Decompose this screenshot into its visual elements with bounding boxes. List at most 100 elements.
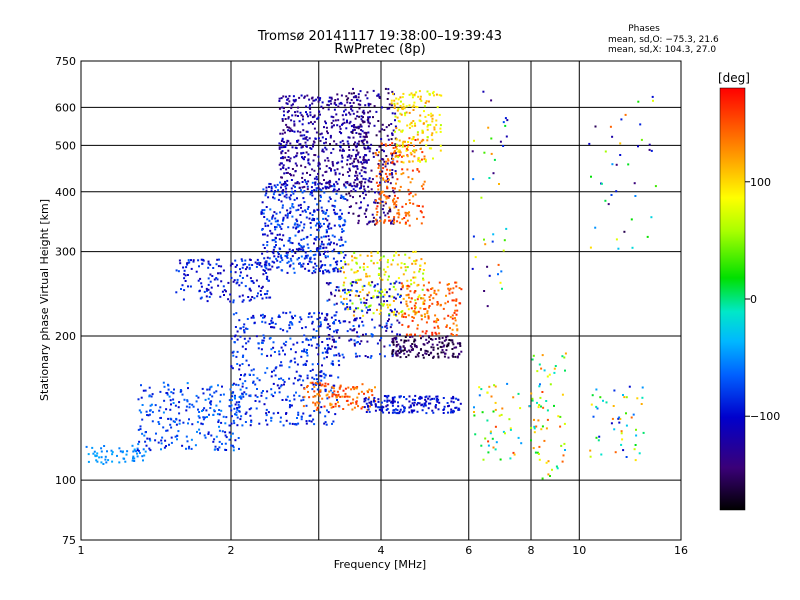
scatter-point <box>310 97 313 100</box>
scatter-point <box>427 281 430 284</box>
scatter-point <box>243 330 246 333</box>
scatter-point <box>405 333 408 336</box>
scatter-point <box>291 146 294 149</box>
scatter-point <box>420 222 423 225</box>
scatter-point <box>307 122 310 125</box>
scatter-point <box>285 312 288 315</box>
scatter-point <box>315 384 318 386</box>
scatter-point <box>407 308 410 311</box>
scatter-point <box>320 196 322 199</box>
scatter-point <box>138 409 141 412</box>
scatter-point <box>454 281 457 284</box>
scatter-point <box>235 312 238 315</box>
scatter-point <box>328 238 331 241</box>
scatter-point <box>242 395 245 398</box>
scatter-point <box>199 277 202 280</box>
scatter-point <box>313 209 316 212</box>
scatter-point <box>385 144 388 147</box>
scatter-point <box>325 423 328 426</box>
scatter-point <box>273 351 276 353</box>
scatter-point <box>290 404 293 407</box>
scatter-point <box>336 93 339 96</box>
scatter-point <box>232 391 235 394</box>
scatter-point <box>219 272 222 275</box>
scatter-point <box>236 281 239 284</box>
scatter-point <box>455 346 458 349</box>
scatter-point <box>382 177 384 180</box>
scatter-point <box>284 353 286 356</box>
scatter-point <box>335 396 338 399</box>
scatter-point <box>265 189 268 192</box>
scatter-point <box>137 443 140 446</box>
scatter-point <box>300 265 303 268</box>
scatter-point <box>438 341 441 344</box>
scatter-point <box>472 235 475 238</box>
scatter-point <box>364 154 367 157</box>
scatter-point <box>648 148 651 151</box>
scatter-point <box>383 194 386 197</box>
scatter-point <box>391 337 394 340</box>
scatter-point <box>530 439 532 442</box>
scatter-point <box>294 170 297 173</box>
scatter-point <box>429 398 432 401</box>
scatter-point <box>343 110 345 113</box>
scatter-point <box>209 386 212 389</box>
scatter-point <box>376 221 379 224</box>
scatter-point <box>271 260 274 263</box>
scatter-point <box>460 288 463 291</box>
scatter-point <box>295 164 298 167</box>
scatter-point <box>428 306 430 309</box>
scatter-point <box>651 95 654 98</box>
scatter-point <box>322 246 325 249</box>
scatter-point <box>216 413 219 416</box>
scatter-point <box>354 317 357 320</box>
scatter-point <box>379 277 382 280</box>
scatter-point <box>366 119 369 121</box>
scatter-point <box>262 212 265 215</box>
scatter-point <box>403 396 405 398</box>
scatter-point <box>285 419 288 422</box>
scatter-point <box>430 115 433 118</box>
scatter-point <box>326 397 329 400</box>
scatter-point <box>399 395 402 398</box>
scatter-point <box>371 335 374 338</box>
scatter-point <box>439 304 442 307</box>
scatter-point <box>244 285 247 288</box>
scatter-point <box>268 323 271 325</box>
scatter-point <box>207 288 210 291</box>
scatter-point <box>126 450 129 453</box>
scatter-point <box>349 289 352 292</box>
scatter-point <box>282 129 285 132</box>
scatter-point <box>370 180 373 183</box>
scatter-point <box>374 289 377 292</box>
scatter-point <box>390 102 393 105</box>
scatter-point <box>380 138 383 140</box>
scatter-point <box>319 411 322 414</box>
scatter-point <box>298 182 301 185</box>
scatter-point <box>388 219 391 222</box>
scatter-point <box>397 349 400 352</box>
scatter-point <box>445 338 448 341</box>
scatter-point <box>302 151 305 154</box>
scatter-point <box>421 335 424 338</box>
scatter-point <box>306 235 309 238</box>
scatter-point <box>383 399 386 402</box>
scatter-point <box>409 404 412 407</box>
scatter-point <box>138 440 141 443</box>
scatter-point <box>619 142 622 145</box>
scatter-point <box>358 132 361 135</box>
scatter-point <box>261 252 264 255</box>
scatter-point <box>274 322 277 325</box>
scatter-point <box>304 141 307 144</box>
scatter-point <box>181 393 184 396</box>
scatter-point <box>279 385 282 388</box>
scatter-point <box>385 202 387 205</box>
scatter-point <box>276 259 279 262</box>
scatter-point <box>336 329 339 332</box>
scatter-point <box>316 382 319 385</box>
scatter-point <box>399 96 402 99</box>
scatter-point <box>382 211 385 214</box>
scatter-point <box>294 361 297 364</box>
scatter-point <box>341 166 344 169</box>
scatter-point <box>141 455 144 458</box>
